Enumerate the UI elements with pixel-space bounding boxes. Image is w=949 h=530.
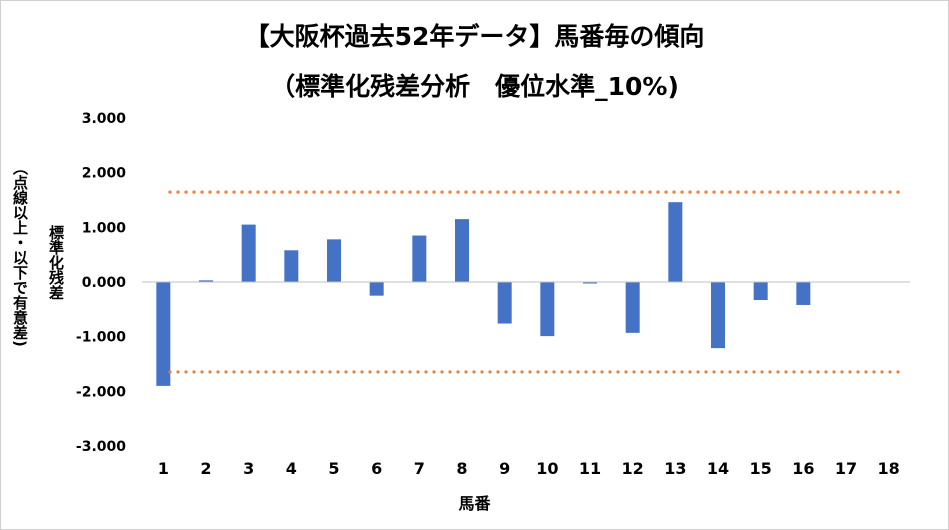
x-tick-label: 12: [622, 459, 644, 478]
y-tick-label: -2.000: [76, 384, 126, 400]
x-tick-label: 11: [579, 459, 601, 478]
bar: [199, 280, 213, 282]
chart-subtitle: （標準化残差分析 優位水準_10%): [270, 72, 679, 101]
x-axis-label: 馬番: [458, 494, 491, 513]
x-tick-label: 4: [286, 459, 297, 478]
y-axis-label: 標準化残差: [47, 225, 65, 300]
x-tick-label: 16: [792, 459, 814, 478]
x-tick-label: 15: [750, 459, 772, 478]
bar: [540, 282, 555, 337]
y-tick-label: 2.000: [82, 166, 127, 182]
bar: [284, 250, 299, 282]
y-tick-label: 0.000: [82, 275, 127, 291]
x-tick-label: 6: [371, 459, 382, 478]
bar: [625, 282, 640, 333]
y-axis-note: （点線以上・以下で有意差): [11, 160, 29, 347]
bar: [327, 239, 341, 282]
y-tick-label: 1.000: [82, 220, 127, 236]
x-tick-label: 2: [200, 459, 211, 478]
y-tick-label: -3.000: [76, 439, 126, 455]
bar: [668, 202, 683, 282]
x-tick-label: 10: [536, 459, 558, 478]
bar: [412, 235, 427, 282]
bar: [369, 282, 384, 296]
bar: [753, 282, 768, 301]
bar: [497, 282, 512, 324]
bar: [241, 224, 256, 282]
bar: [711, 282, 725, 349]
x-tick-label: 5: [328, 459, 339, 478]
x-tick-label: 18: [878, 459, 900, 478]
x-tick-label: 14: [707, 459, 729, 478]
x-tick-label: 9: [499, 459, 510, 478]
x-tick-label: 3: [243, 459, 254, 478]
bar: [156, 282, 171, 386]
bar: [455, 219, 469, 282]
bar: [583, 282, 597, 284]
x-tick-label: 8: [456, 459, 467, 478]
y-tick-label: 3.000: [82, 111, 127, 127]
x-tick-label: 17: [835, 459, 857, 478]
x-tick-label: 13: [664, 459, 686, 478]
y-axis-label-group: 標準化残差 （点線以上・以下で有意差): [6, 140, 76, 440]
bar: [796, 282, 811, 305]
x-tick-label: 7: [414, 459, 425, 478]
x-tick-label: 1: [158, 459, 169, 478]
y-tick-label: -1.000: [76, 330, 126, 346]
chart-title: 【大阪杯過去52年データ】馬番毎の傾向: [244, 22, 705, 51]
